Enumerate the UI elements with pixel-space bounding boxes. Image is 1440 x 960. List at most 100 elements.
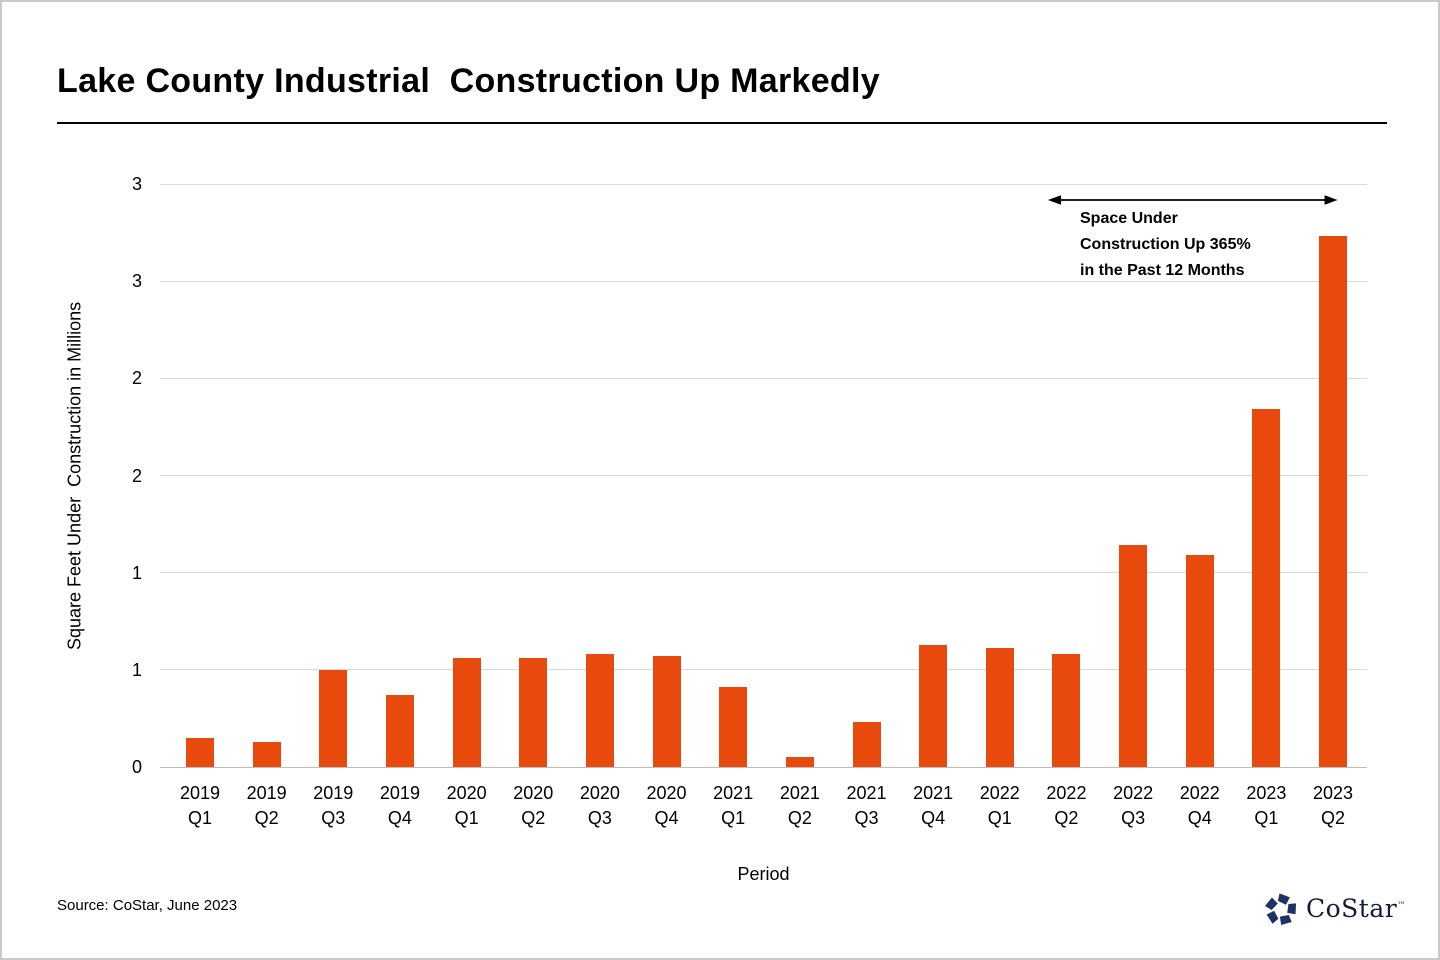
x-tick-label: 2022 Q3 [1098, 781, 1168, 831]
x-tick-label-line: 2019 [313, 783, 354, 803]
x-tick-label: 2023 Q2 [1298, 781, 1368, 831]
y-gridline [160, 572, 1367, 574]
bar-2020-q3 [585, 654, 614, 767]
x-tick-label: 2019 Q3 [298, 781, 368, 831]
trademark-symbol: ™ [1397, 900, 1406, 910]
costar-pinwheel-icon [1265, 893, 1297, 925]
annotation-range-arrow [1048, 195, 1339, 205]
source-note: Source: CoStar, June 2023 [57, 897, 238, 914]
annotation-line: Construction Up 365% [1080, 236, 1251, 253]
x-tick-label-line: Q4 [921, 808, 946, 828]
x-tick-label-line: 2020 [446, 783, 487, 803]
x-tick-label-line: Q3 [587, 808, 612, 828]
y-axis-title: Square Feet Under Construction in Millio… [64, 301, 85, 650]
x-tick-label: 2022 Q4 [1165, 781, 1235, 831]
x-tick-label: 2020 Q2 [498, 781, 568, 831]
bar-2022-q2 [1052, 654, 1081, 767]
annotation-text: Space Under Construction Up 365% in the Pa… [1080, 206, 1251, 284]
x-tick-label-line: Q4 [654, 808, 679, 828]
x-tick-label-line: Q3 [321, 808, 346, 828]
x-tick-label-line: Q1 [187, 808, 212, 828]
bar-2019-q3 [319, 669, 348, 767]
x-tick-label-line: 2021 [713, 783, 754, 803]
x-tick-label-line: Q3 [1121, 808, 1146, 828]
x-tick-label-line: 2021 [913, 783, 954, 803]
bar-2023-q2 [1319, 236, 1348, 767]
y-gridline [160, 377, 1367, 379]
x-tick-label: 2019 Q2 [232, 781, 302, 831]
x-tick-label-line: Q3 [854, 808, 879, 828]
x-tick-label: 2020 Q1 [432, 781, 502, 831]
x-tick-label-line: Q1 [1254, 808, 1279, 828]
x-tick-label: 2019 Q4 [365, 781, 435, 831]
y-gridline [160, 475, 1367, 476]
bar-2022-q4 [1185, 555, 1214, 767]
costar-logo: CoStar™ [1264, 890, 1406, 928]
bar-2019-q1 [186, 737, 214, 767]
x-tick-label-line: 2022 [1046, 783, 1087, 803]
x-tick-label-line: Q4 [387, 808, 412, 828]
x-tick-label: 2021 Q4 [898, 781, 968, 831]
x-tick-label-line: 2020 [513, 783, 554, 803]
x-tick-label-line: 2021 [846, 783, 887, 803]
x-tick-label-line: 2020 [579, 783, 620, 803]
title-divider [57, 122, 1387, 124]
x-tick-label: 2021 Q3 [832, 781, 902, 831]
y-tick-label: 1 [131, 562, 142, 583]
x-tick-label-line: 2022 [1179, 783, 1220, 803]
x-tick-label: 2020 Q3 [565, 781, 635, 831]
bar-2023-q1 [1252, 409, 1281, 767]
x-tick-label-line: 2020 [646, 783, 687, 803]
x-tick-label-line: 2022 [1113, 783, 1154, 803]
y-gridline [160, 183, 1367, 185]
x-tick-label-line: Q1 [721, 808, 746, 828]
bar-2020-q1 [452, 658, 481, 767]
annotation-line: Space Under [1080, 210, 1178, 227]
y-tick-label: 1 [131, 659, 142, 680]
x-tick-label-line: Q1 [454, 808, 479, 828]
bar-2019-q4 [385, 695, 414, 767]
y-tick-label: 2 [131, 465, 142, 486]
bar-2021-q2 [785, 757, 814, 767]
bar-2021-q4 [919, 644, 948, 767]
bar-2022-q3 [1119, 545, 1148, 767]
x-tick-label-line: Q2 [254, 808, 279, 828]
x-tick-label: 2021 Q1 [698, 781, 768, 831]
plot-area: 0 1 1 2 2 3 3 2019 Q1 2019 Q2 2019 Q3 2019 Q4 2020 Q1 202… [132, 174, 1367, 828]
x-tick-label-line: 2021 [779, 783, 820, 803]
x-tick-label-line: 2019 [246, 783, 287, 803]
x-tick-label-line: Q2 [521, 808, 546, 828]
x-tick-label: 2022 Q2 [1031, 781, 1101, 831]
x-tick-label: 2020 Q4 [632, 781, 702, 831]
y-tick-label: 2 [131, 368, 142, 389]
bar-2020-q2 [519, 658, 548, 767]
annotation-line: in the Past 12 Months [1080, 262, 1245, 279]
bar-2021-q3 [852, 722, 881, 767]
y-gridline [160, 280, 1367, 282]
bar-2022-q1 [985, 648, 1014, 767]
x-tick-label-line: 2022 [979, 783, 1020, 803]
x-tick-label-line: 2023 [1313, 783, 1354, 803]
x-tick-label-line: Q2 [787, 808, 812, 828]
chart-title: Lake County Industrial Construction Up M… [57, 62, 880, 100]
x-tick-label-line: 2023 [1246, 783, 1287, 803]
bar-2019-q2 [252, 741, 281, 767]
x-axis-title: Period [737, 864, 790, 884]
x-tick-label: 2021 Q2 [765, 781, 835, 831]
x-tick-label: 2023 Q1 [1231, 781, 1301, 831]
y-gridline [160, 669, 1367, 671]
x-tick-label-line: Q4 [1187, 808, 1212, 828]
x-tick-label-line: 2019 [179, 783, 221, 803]
x-axis-line [160, 766, 1367, 768]
bar-2020-q4 [652, 656, 681, 767]
x-tick-label: 2022 Q1 [965, 781, 1035, 831]
x-tick-label-line: 2019 [379, 783, 420, 803]
x-tick-label-line: Q2 [1321, 808, 1346, 828]
y-tick-label: 3 [131, 174, 142, 194]
x-tick-label-line: Q1 [987, 808, 1012, 828]
y-tick-label: 3 [131, 271, 142, 292]
x-tick-label-line: Q2 [1054, 808, 1079, 828]
bar-2021-q1 [719, 687, 748, 767]
costar-logo-text: CoStar™ [1306, 893, 1406, 923]
